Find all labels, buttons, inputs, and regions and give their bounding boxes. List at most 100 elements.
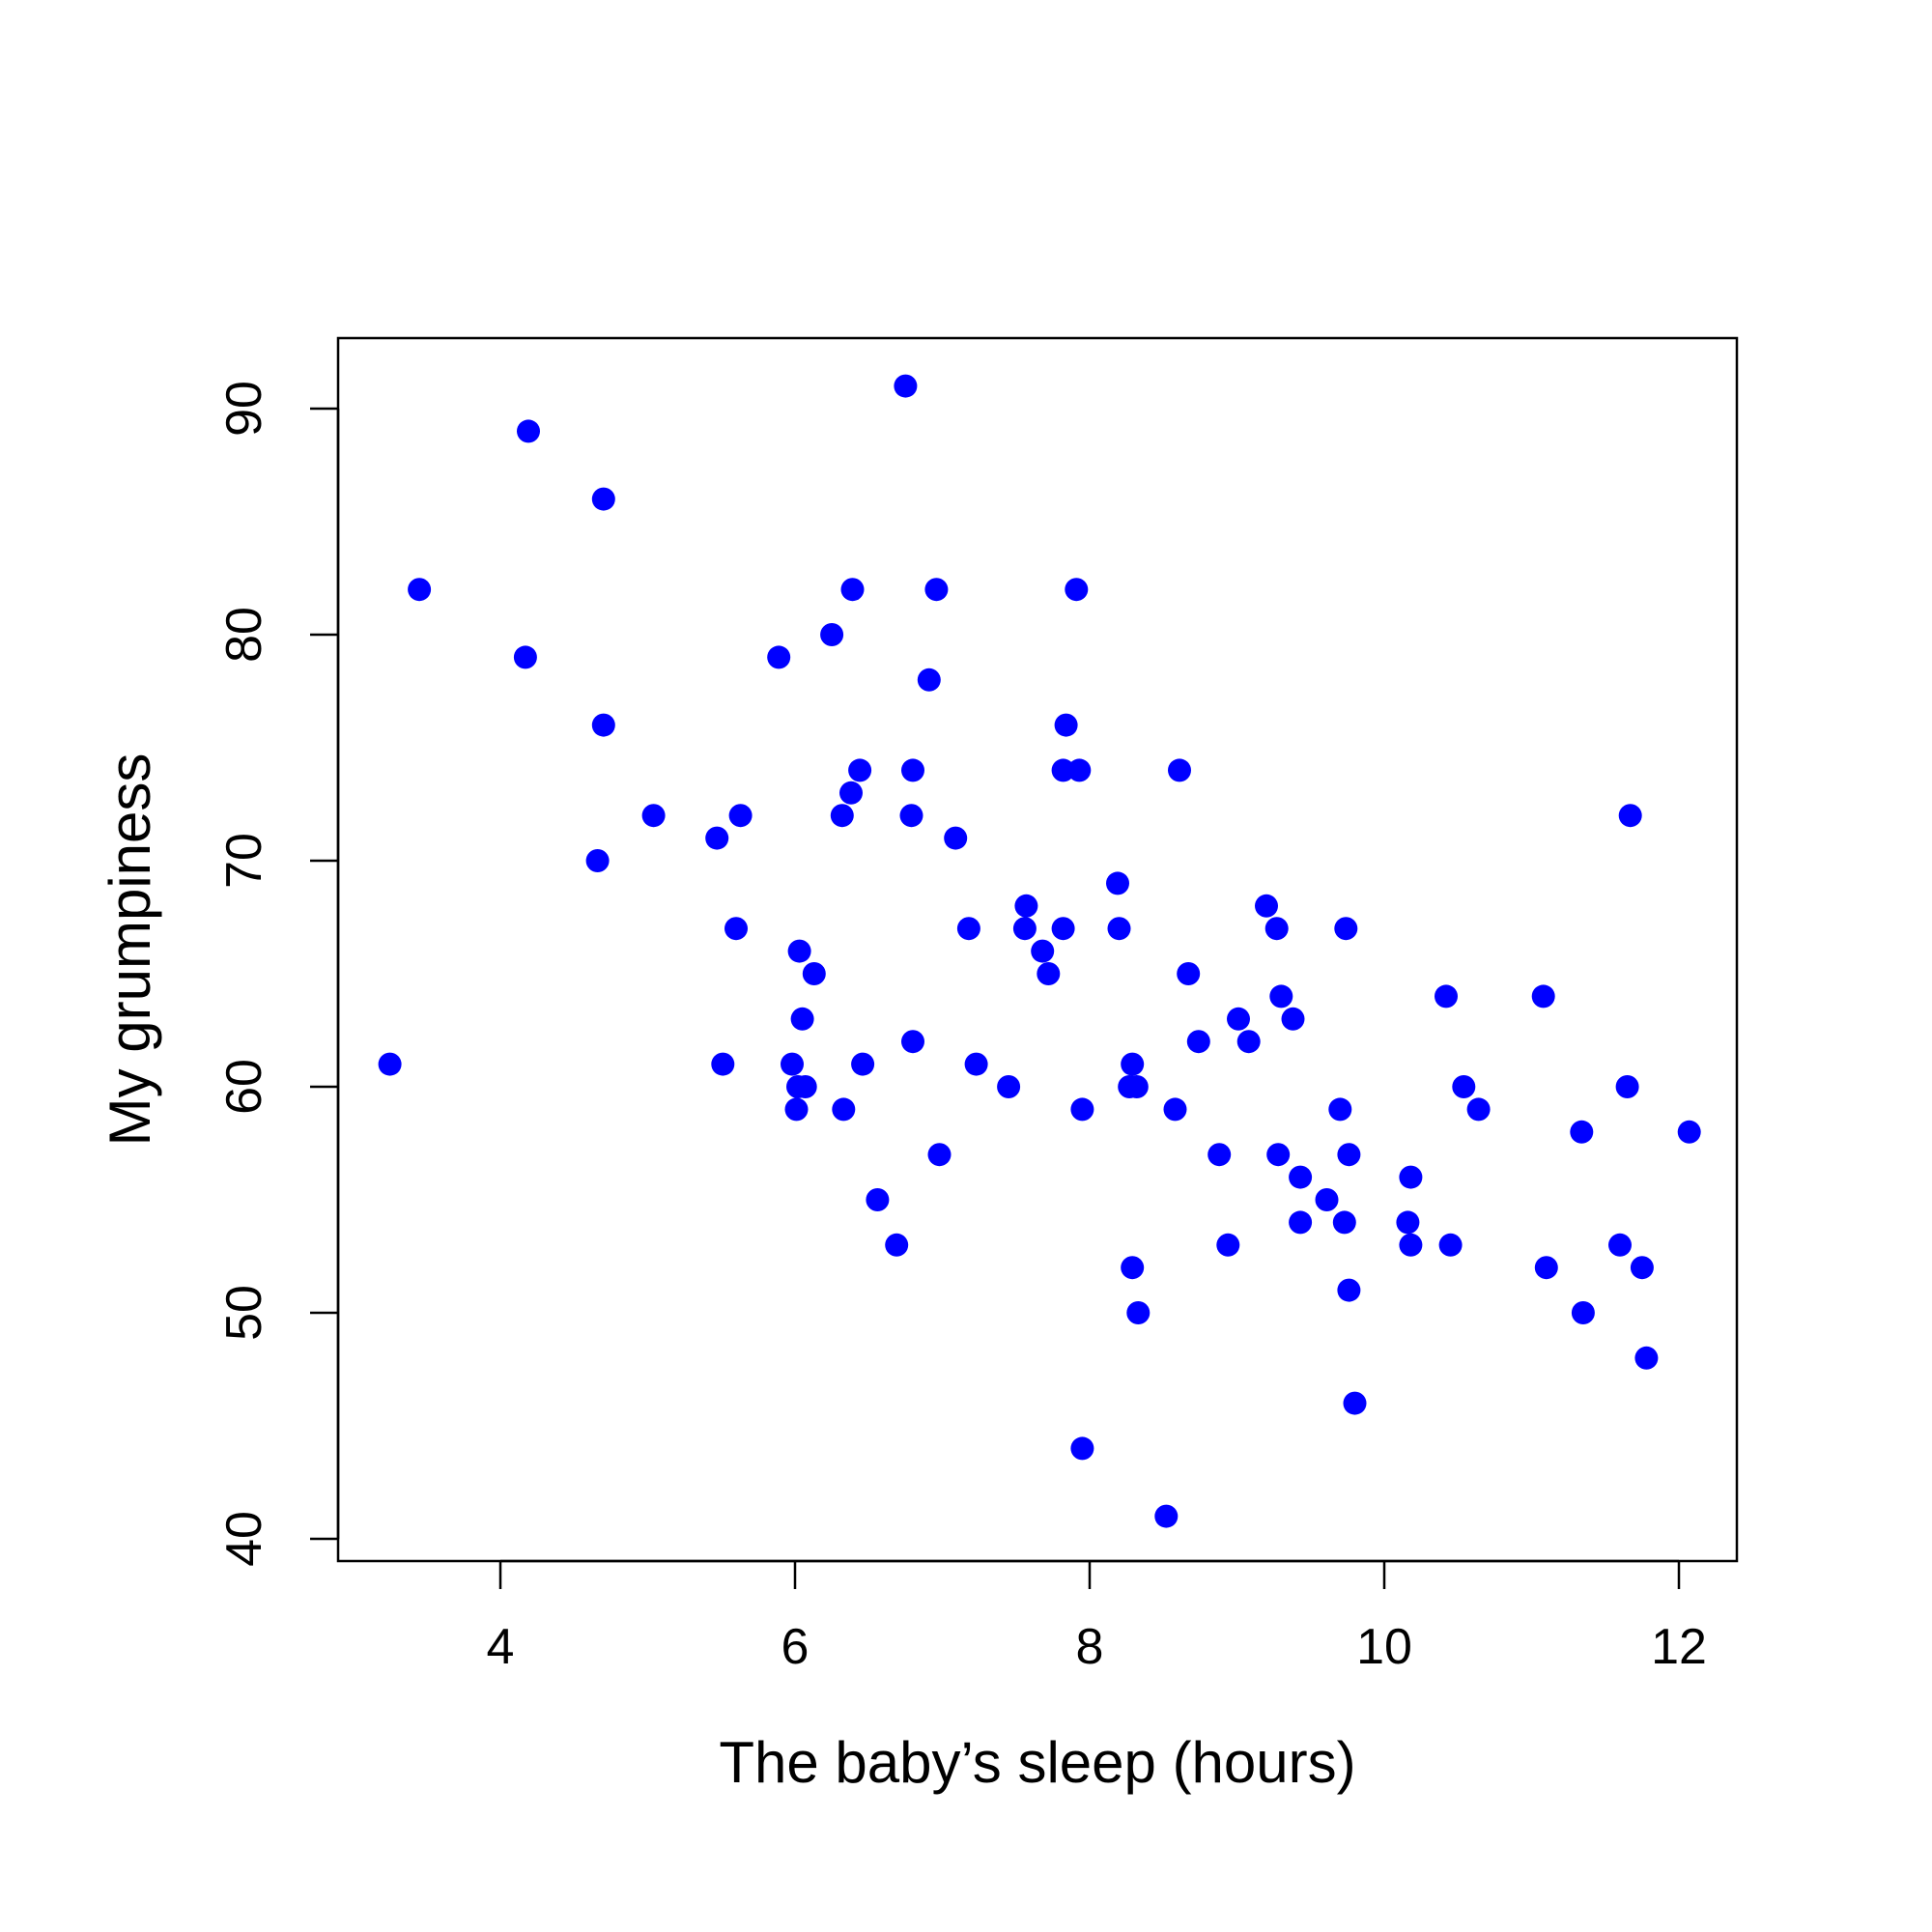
data-point (839, 781, 863, 805)
data-point (802, 962, 826, 985)
data-point (848, 758, 872, 782)
data-point (1570, 1120, 1594, 1144)
x-axis-title: The baby’s sleep (hours) (719, 1730, 1355, 1795)
data-point (964, 1052, 988, 1076)
x-tick-label: 12 (1651, 1619, 1707, 1675)
data-point (832, 1097, 856, 1122)
data-point (997, 1075, 1021, 1098)
data-point (1438, 1233, 1463, 1257)
data-point (820, 623, 844, 646)
y-tick-label: 90 (216, 381, 272, 437)
data-point (1396, 1210, 1420, 1235)
data-point (1608, 1233, 1632, 1257)
data-point (1126, 1301, 1151, 1324)
data-point (851, 1052, 875, 1076)
data-point (899, 804, 923, 828)
data-point (1531, 984, 1555, 1009)
data-point (1163, 1097, 1187, 1122)
data-point (1266, 1143, 1291, 1167)
data-point (1328, 1097, 1352, 1122)
data-point (1177, 962, 1201, 985)
data-point (790, 1007, 814, 1031)
data-point (513, 645, 537, 669)
data-point (1070, 1436, 1094, 1461)
data-point (1337, 1143, 1361, 1167)
data-point (901, 1030, 924, 1054)
data-point (1281, 1007, 1305, 1031)
data-point (787, 939, 811, 963)
y-tick-label: 40 (216, 1511, 272, 1567)
data-point (1051, 758, 1075, 782)
data-point (956, 917, 980, 941)
data-point (728, 804, 753, 828)
data-point (641, 804, 666, 828)
y-axis-title: My grumpiness (98, 753, 162, 1147)
data-point (1264, 917, 1289, 941)
data-point (793, 1075, 817, 1098)
data-point (1289, 1210, 1313, 1235)
data-point (591, 713, 615, 737)
data-point (1154, 1504, 1179, 1528)
data-point (1435, 984, 1458, 1009)
x-tick-label: 4 (487, 1619, 515, 1675)
data-point (1399, 1233, 1423, 1257)
data-point (408, 578, 432, 602)
data-point (781, 1052, 804, 1076)
y-tick-label: 70 (216, 833, 272, 889)
data-point (1337, 1278, 1361, 1302)
data-point (1216, 1233, 1240, 1257)
data-point (1065, 578, 1089, 602)
data-point (1031, 939, 1055, 963)
data-point (1269, 984, 1293, 1009)
data-point (1054, 713, 1078, 737)
data-point (1615, 1075, 1639, 1098)
data-point (1107, 917, 1131, 941)
data-point (840, 578, 865, 602)
data-point (1618, 804, 1642, 828)
data-point (1124, 1075, 1149, 1098)
data-point (1037, 962, 1061, 985)
data-point (1014, 894, 1038, 918)
data-point (1399, 1165, 1423, 1189)
data-point (724, 917, 748, 941)
data-point (885, 1233, 909, 1257)
data-point (767, 645, 791, 669)
data-point (1067, 758, 1092, 782)
data-point (1466, 1097, 1491, 1122)
data-point (1332, 1210, 1356, 1235)
data-point (591, 487, 615, 511)
data-point (830, 804, 854, 828)
x-axis: 4 6 8 10 12 (487, 1559, 1707, 1675)
data-point (1186, 1030, 1210, 1054)
data-point (1289, 1165, 1313, 1189)
data-point (1452, 1075, 1476, 1098)
data-point (705, 826, 729, 850)
data-point (1051, 917, 1075, 941)
data-point (1255, 894, 1278, 918)
data-point (924, 578, 949, 602)
x-tick-label: 6 (781, 1619, 810, 1675)
data-point (1334, 917, 1358, 941)
data-point (1534, 1256, 1558, 1280)
data-point (711, 1052, 735, 1076)
y-tick-label: 50 (216, 1285, 272, 1341)
data-point (1121, 1256, 1145, 1280)
data-point (901, 758, 924, 782)
data-point (1208, 1143, 1232, 1167)
data-point (927, 1143, 952, 1167)
x-tick-label: 8 (1076, 1619, 1104, 1675)
data-point (1121, 1052, 1145, 1076)
y-tick-label: 60 (216, 1059, 272, 1115)
data-point (1012, 917, 1037, 941)
data-point (866, 1188, 890, 1211)
data-point (894, 374, 918, 398)
data-point (1168, 758, 1191, 782)
data-point (1236, 1030, 1261, 1054)
data-point (784, 1097, 809, 1122)
data-point (1106, 871, 1129, 895)
data-point (517, 419, 540, 443)
data-point (378, 1052, 402, 1076)
data-point (1343, 1391, 1367, 1415)
data-point (917, 668, 941, 692)
